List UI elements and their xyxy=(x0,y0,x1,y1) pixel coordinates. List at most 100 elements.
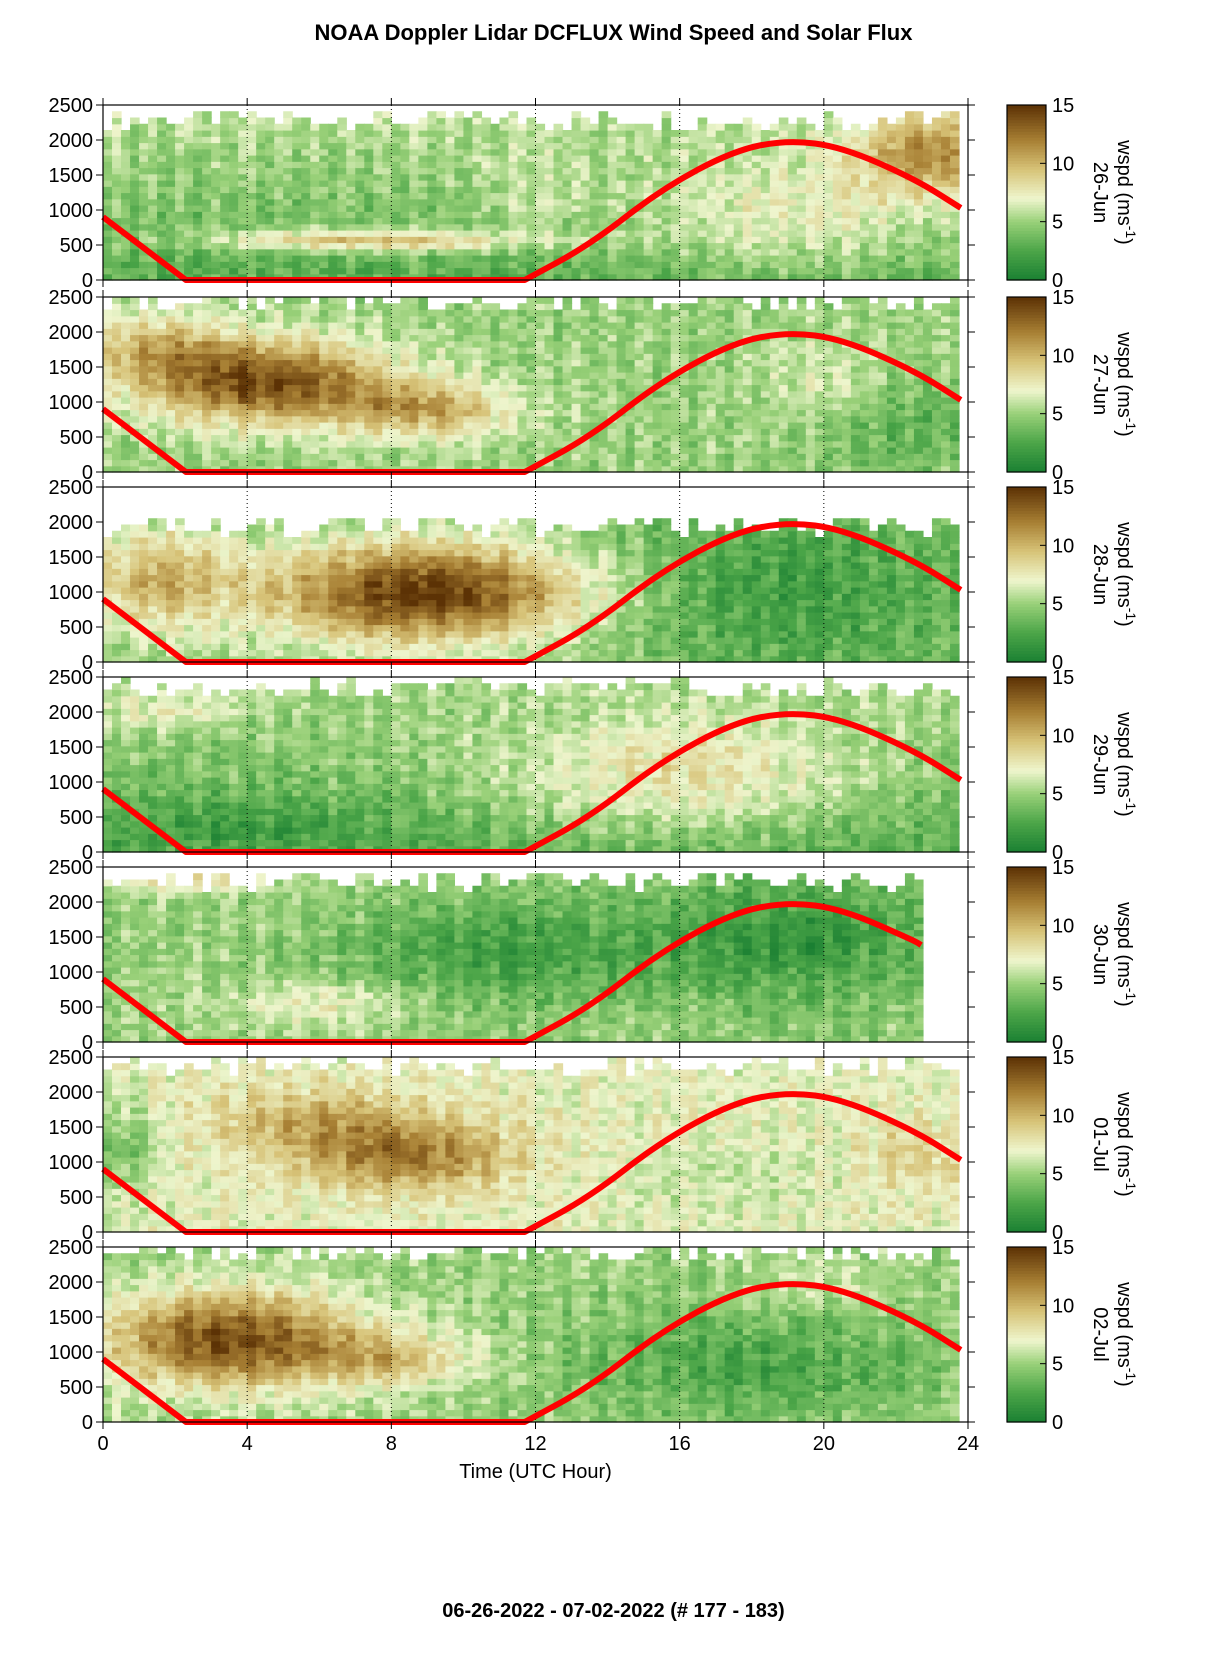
heatmap-cell xyxy=(877,372,888,379)
heatmap-cell xyxy=(211,217,221,225)
heatmap-cell xyxy=(229,236,239,244)
heatmap-cell xyxy=(346,409,356,417)
heatmap-cell xyxy=(616,434,627,442)
heatmap-cell xyxy=(796,130,807,137)
heatmap-cell xyxy=(283,340,293,348)
heatmap-cell xyxy=(391,415,401,423)
heatmap-cell xyxy=(733,422,744,429)
heatmap-cell xyxy=(679,384,690,392)
heatmap-cell xyxy=(481,384,492,392)
heatmap-cell xyxy=(364,217,374,225)
heatmap-cell xyxy=(697,390,708,398)
heatmap-cell xyxy=(499,415,510,423)
heatmap-cell xyxy=(598,186,609,194)
heatmap-cell xyxy=(589,211,600,219)
heatmap-cell xyxy=(580,465,591,473)
heatmap-cell xyxy=(454,155,465,162)
colorbar-segment xyxy=(1007,183,1046,188)
heatmap-cell xyxy=(697,142,708,150)
heatmap-cell xyxy=(391,384,401,392)
heatmap-cell xyxy=(247,167,257,175)
heatmap-cell xyxy=(652,167,663,175)
heatmap-cell xyxy=(517,390,528,398)
heatmap-cell xyxy=(625,347,636,354)
heatmap-cell xyxy=(130,192,140,200)
heatmap-cell xyxy=(940,167,951,175)
heatmap-cell xyxy=(445,340,456,348)
heatmap-cell xyxy=(787,173,798,181)
heatmap-cell xyxy=(598,384,609,392)
heatmap-cell xyxy=(688,242,699,250)
heatmap-cell xyxy=(733,459,744,467)
heatmap-cell xyxy=(904,236,915,244)
heatmap-cell xyxy=(112,230,122,237)
heatmap-cell xyxy=(337,372,347,379)
heatmap-cell xyxy=(904,434,915,442)
heatmap-cell xyxy=(733,130,744,137)
heatmap-cell xyxy=(859,136,870,144)
heatmap-cell xyxy=(427,340,437,348)
heatmap-cell xyxy=(418,384,428,392)
heatmap-cell xyxy=(868,378,879,386)
heatmap-cell xyxy=(733,205,744,212)
heatmap-cell xyxy=(859,248,870,256)
heatmap-cell xyxy=(742,315,753,323)
heatmap-cell xyxy=(229,211,239,219)
heatmap-cell xyxy=(742,322,753,329)
heatmap-cell xyxy=(850,161,861,169)
heatmap-cell xyxy=(112,117,122,125)
heatmap-cell xyxy=(418,434,428,442)
heatmap-cell xyxy=(769,309,780,317)
heatmap-cell xyxy=(499,365,510,373)
heatmap-cell xyxy=(823,155,834,162)
colorbar-segment xyxy=(1007,137,1046,141)
heatmap-cell xyxy=(769,390,780,398)
heatmap-cell xyxy=(625,372,636,379)
heatmap-cell xyxy=(859,198,870,206)
heatmap-cell xyxy=(580,403,591,411)
heatmap-cell xyxy=(661,155,672,162)
heatmap-cell xyxy=(724,359,735,367)
heatmap-cell xyxy=(751,378,762,386)
heatmap-cell xyxy=(643,453,654,461)
heatmap-cell xyxy=(283,359,293,367)
heatmap-cell xyxy=(868,130,879,137)
heatmap-cell xyxy=(328,447,338,454)
heatmap-cell xyxy=(823,372,834,379)
heatmap-cell xyxy=(265,267,275,275)
heatmap-cell xyxy=(598,403,609,411)
heatmap-cell xyxy=(571,340,582,348)
heatmap-cell xyxy=(778,248,789,256)
heatmap-cell xyxy=(796,440,807,448)
heatmap-cell xyxy=(274,365,284,373)
heatmap-cell xyxy=(355,347,365,354)
heatmap-cell xyxy=(472,447,483,454)
heatmap-cell xyxy=(103,384,113,392)
heatmap-cell xyxy=(121,273,131,281)
heatmap-cell xyxy=(355,365,365,373)
heatmap-cell xyxy=(634,328,645,336)
heatmap-cell xyxy=(652,223,663,231)
heatmap-cell xyxy=(733,328,744,336)
heatmap-cell xyxy=(697,230,708,237)
heatmap-cell xyxy=(436,390,446,398)
heatmap-cell xyxy=(661,236,672,244)
heatmap-cell xyxy=(742,186,753,194)
heatmap-cell xyxy=(571,273,582,281)
heatmap-cell xyxy=(823,309,834,317)
heatmap-cell xyxy=(247,322,257,329)
heatmap-cell xyxy=(292,211,302,219)
heatmap-cell xyxy=(661,390,672,398)
heatmap-cell xyxy=(256,236,266,244)
heatmap-cell xyxy=(922,236,933,244)
heatmap-cell xyxy=(796,167,807,175)
heatmap-cell xyxy=(706,309,717,317)
heatmap-cell xyxy=(130,148,140,156)
heatmap-cell xyxy=(931,223,942,231)
heatmap-cell xyxy=(418,459,428,467)
heatmap-cell xyxy=(355,440,365,448)
heatmap-cell xyxy=(103,340,113,348)
heatmap-cell xyxy=(130,155,140,162)
heatmap-cell xyxy=(508,378,519,386)
heatmap-cell xyxy=(679,347,690,354)
